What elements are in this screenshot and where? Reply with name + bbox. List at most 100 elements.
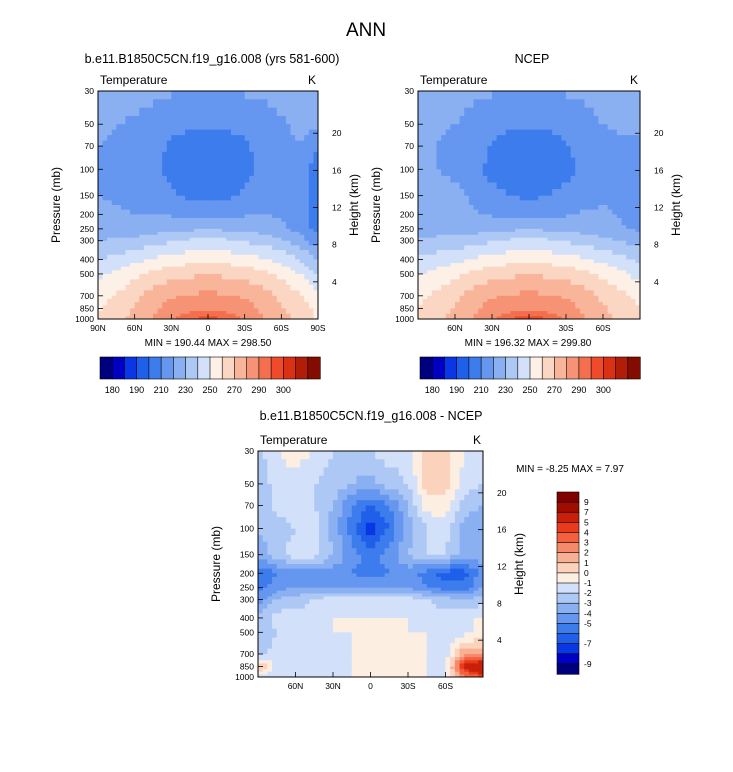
heatmap-cell [431,200,438,206]
heatmap-cell [547,225,553,230]
heatmap-cell [482,169,488,177]
heatmap-cell [226,91,232,100]
heatmap-cell [593,290,599,297]
heatmap-cell [575,214,581,219]
heatmap-cell [492,250,498,256]
heatmap-cell [501,237,507,242]
heatmap-cell [139,217,145,223]
heatmap-cell [240,263,246,268]
heatmap-cell [299,254,305,261]
heatmap-cell [203,254,209,261]
height-tick-label: 4 [654,277,659,287]
heatmap-cell [166,228,172,233]
heatmap-cell [347,459,353,469]
heatmap-cell [308,169,315,177]
heatmap-cell [427,295,433,300]
heatmap-cell [253,182,260,190]
heatmap-cell [342,451,348,460]
heatmap-cell [281,231,287,236]
heatmap-cell [189,254,195,261]
heatmap-cell [436,146,442,153]
heatmap-cell [575,316,581,319]
heatmap-cell [455,146,461,153]
heatmap-cell [603,209,609,215]
heatmap-cell [478,124,484,131]
heatmap-cell [570,195,576,201]
heatmap-cell [436,221,442,226]
heatmap-cell [505,195,512,201]
heatmap-cell [267,205,273,211]
heatmap-cell [194,129,200,136]
heatmap-cell [194,245,200,251]
heatmap-cell [203,279,209,286]
heatmap-cell [313,254,318,261]
heatmap-cell [208,250,214,256]
heatmap-cell [111,231,117,236]
heatmap-cell [519,245,525,251]
heatmap-cell [496,270,502,275]
heatmap-cell [249,129,255,136]
heatmap-cell [450,290,456,297]
heatmap-cell [253,245,260,251]
heatmap-cell [468,263,475,268]
heatmap-cell [290,263,296,268]
heatmap-cell [263,169,269,177]
heatmap-cell [635,217,640,223]
heatmap-cell [230,259,237,264]
heatmap-cell [111,298,117,303]
heatmap-cell [468,228,475,233]
heatmap-cell [244,231,250,236]
heatmap-cell [441,214,447,219]
heatmap-cell [515,273,521,280]
heatmap-cell [492,290,498,297]
heatmap-cell [408,451,414,460]
heatmap-cell [519,135,525,142]
heatmap-cell [561,163,567,170]
heatmap-cell [538,279,544,286]
heatmap-cell [194,225,200,230]
colorbar-swatch [456,356,470,380]
heatmap-cell [194,273,200,280]
heatmap-cell [189,250,195,256]
heatmap-cell [570,259,576,264]
heatmap-cell [203,140,209,147]
heatmap-cell [102,175,108,184]
heatmap-cell [134,250,140,256]
heatmap-cell [589,263,595,268]
heatmap-cell [496,115,502,125]
heatmap-cell [501,305,507,310]
heatmap-cell [208,175,214,184]
heatmap-cell [427,124,433,131]
heatmap-cell [258,217,264,223]
heatmap-cell [630,107,636,117]
heatmap-cell [221,313,227,317]
heatmap-cell [510,146,516,153]
heatmap-cell [285,298,292,303]
heatmap-cell [635,270,640,275]
heatmap-cell [272,169,278,177]
heatmap-cell [492,259,498,264]
colorbar-swatch [307,356,321,380]
heatmap-cell [547,263,553,268]
heatmap-cell [98,295,104,300]
heatmap-cell [194,305,200,310]
colorbar-swatch [493,356,507,380]
heatmap-cell [436,237,442,242]
heatmap-cell [519,217,525,223]
heatmap-cell [626,316,632,319]
heatmap-cell [313,263,318,268]
heatmap-cell [304,99,310,109]
heatmap-cell [630,234,636,239]
heatmap-cell [308,225,315,230]
heatmap-cell [328,475,334,485]
heatmap-cell [130,245,136,251]
heatmap-cell [464,124,470,131]
heatmap-cell [185,234,191,239]
heatmap-cell [556,217,562,223]
heatmap-cell [538,316,544,319]
heatmap-cell [157,273,163,280]
heatmap-cell [473,295,479,300]
heatmap-cell [542,250,549,256]
heatmap-cell [304,228,310,233]
heatmap-cell [153,270,159,275]
